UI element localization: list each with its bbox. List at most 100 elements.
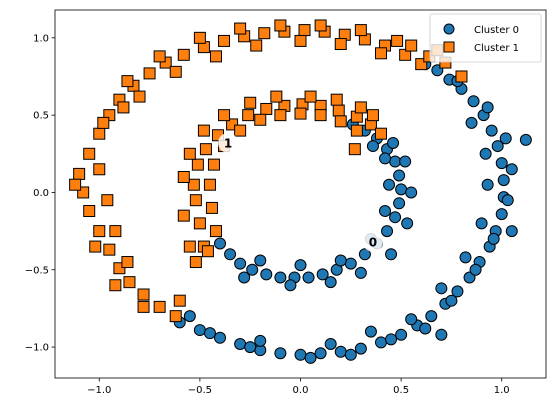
cluster-0-point xyxy=(485,124,498,137)
cluster-1-point xyxy=(334,38,347,51)
cluster-0-point xyxy=(354,266,367,279)
x-tick-label: 0.0 xyxy=(293,385,309,396)
cluster-0-point xyxy=(393,169,406,182)
cluster-0-point xyxy=(491,140,504,153)
cluster-1-point xyxy=(374,47,387,60)
cluster-1-point xyxy=(183,147,196,160)
y-tick-label: 0.0 xyxy=(33,188,49,199)
cluster-1-point xyxy=(203,178,216,191)
cluster-1-point xyxy=(314,19,327,32)
x-axis: −1.0 −0.5 0.0 0.5 1.0 xyxy=(87,378,510,396)
cluster-1-point xyxy=(173,294,186,307)
cluster-1-point xyxy=(405,39,418,52)
cluster-0-point xyxy=(393,197,406,210)
cluster-0-point xyxy=(425,310,438,323)
cluster-1-point xyxy=(304,90,317,103)
cluster-0-point xyxy=(499,132,512,145)
cluster-0-point xyxy=(383,178,396,191)
cluster-0-point xyxy=(302,271,315,284)
cluster-1-point xyxy=(348,143,361,156)
cluster-0-point xyxy=(344,348,357,361)
cluster-0-point xyxy=(374,336,387,349)
cluster-0-point xyxy=(385,333,398,346)
cluster-1-point xyxy=(137,300,150,313)
cluster-1-point xyxy=(197,124,210,137)
cluster-1-point xyxy=(83,205,96,218)
cluster-0-point xyxy=(224,248,237,261)
cluster-0-point xyxy=(487,232,500,245)
cluster-1-point xyxy=(270,90,283,103)
cluster-0-point xyxy=(254,334,267,347)
x-tick-label: −1.0 xyxy=(87,385,111,396)
cluster-0-point xyxy=(379,205,392,218)
cluster-1-point xyxy=(354,24,367,37)
cluster-1-point xyxy=(169,310,182,323)
cluster-1-point xyxy=(169,65,182,78)
legend-label-cluster-0: Cluster 0 xyxy=(474,25,519,36)
cluster-0-point xyxy=(505,163,518,176)
cluster-0-point xyxy=(435,328,448,341)
cluster-1-point xyxy=(153,50,166,63)
cluster-1-point xyxy=(314,109,327,122)
cluster-1-point xyxy=(121,75,134,88)
cluster-0-point xyxy=(214,237,227,250)
cluster-1-point xyxy=(415,58,428,71)
cluster-1-point xyxy=(189,256,202,269)
cluster-1-point xyxy=(189,194,202,207)
cluster-0-point xyxy=(467,95,480,108)
cluster-1-point xyxy=(209,225,222,238)
cluster-1-point xyxy=(218,34,231,47)
cluster-1-point xyxy=(109,225,122,238)
cluster-0-point xyxy=(419,322,432,335)
cluster-1-point xyxy=(83,147,96,160)
cluster-0-point xyxy=(395,183,408,196)
cluster-1-point xyxy=(455,70,468,83)
cluster-1-point xyxy=(159,56,172,69)
cluster-0-point xyxy=(399,155,412,168)
cluster-0-point xyxy=(481,178,494,191)
cluster-0-point xyxy=(294,259,307,272)
cluster-1-point xyxy=(93,127,106,140)
cluster-0-point xyxy=(260,268,273,281)
cluster-1-point xyxy=(205,201,218,214)
cluster-1-point xyxy=(242,109,255,122)
cluster-1-point xyxy=(226,118,239,131)
cluster-1-point xyxy=(298,24,311,37)
legend-marker-cluster-1 xyxy=(443,41,455,53)
cluster-1-point xyxy=(103,109,116,122)
cluster-0-point xyxy=(475,217,488,230)
cluster-0-point xyxy=(381,225,394,238)
cluster-1-point xyxy=(258,27,271,40)
cluster-1-point xyxy=(183,240,196,253)
cluster-1-point xyxy=(177,48,190,61)
cluster-0-point xyxy=(274,271,287,284)
cluster-0-point xyxy=(385,248,398,261)
centroid-1-marker xyxy=(218,132,239,153)
cluster-0-point xyxy=(214,331,227,344)
cluster-1-point xyxy=(234,22,247,35)
cluster-0-point xyxy=(395,328,408,341)
cluster-1-point xyxy=(117,101,130,114)
cluster-0-point xyxy=(459,251,472,264)
cluster-1-point xyxy=(399,48,412,61)
cluster-1-point xyxy=(69,178,82,191)
centroid-0-label: 0 xyxy=(369,235,377,249)
cluster-1-point xyxy=(133,90,146,103)
cluster-0-point xyxy=(234,337,247,350)
cluster-0-point xyxy=(435,282,448,295)
cluster-1-point xyxy=(274,19,287,32)
cluster-0-point xyxy=(334,254,347,267)
cluster-1-point xyxy=(391,34,404,47)
cluster-1-point xyxy=(191,158,204,171)
x-tick-label: −0.5 xyxy=(188,385,212,396)
cluster-1-point xyxy=(177,170,190,183)
cluster-1-point xyxy=(97,116,110,129)
cluster-0-point xyxy=(304,351,317,364)
cluster-1-point xyxy=(93,163,106,176)
cluster-1-point xyxy=(109,279,122,292)
cluster-0-point xyxy=(405,186,418,199)
cluster-1-point xyxy=(294,34,307,47)
cluster-1-point xyxy=(143,67,156,80)
cluster-1-point xyxy=(113,262,126,275)
cluster-1-point xyxy=(254,113,267,126)
